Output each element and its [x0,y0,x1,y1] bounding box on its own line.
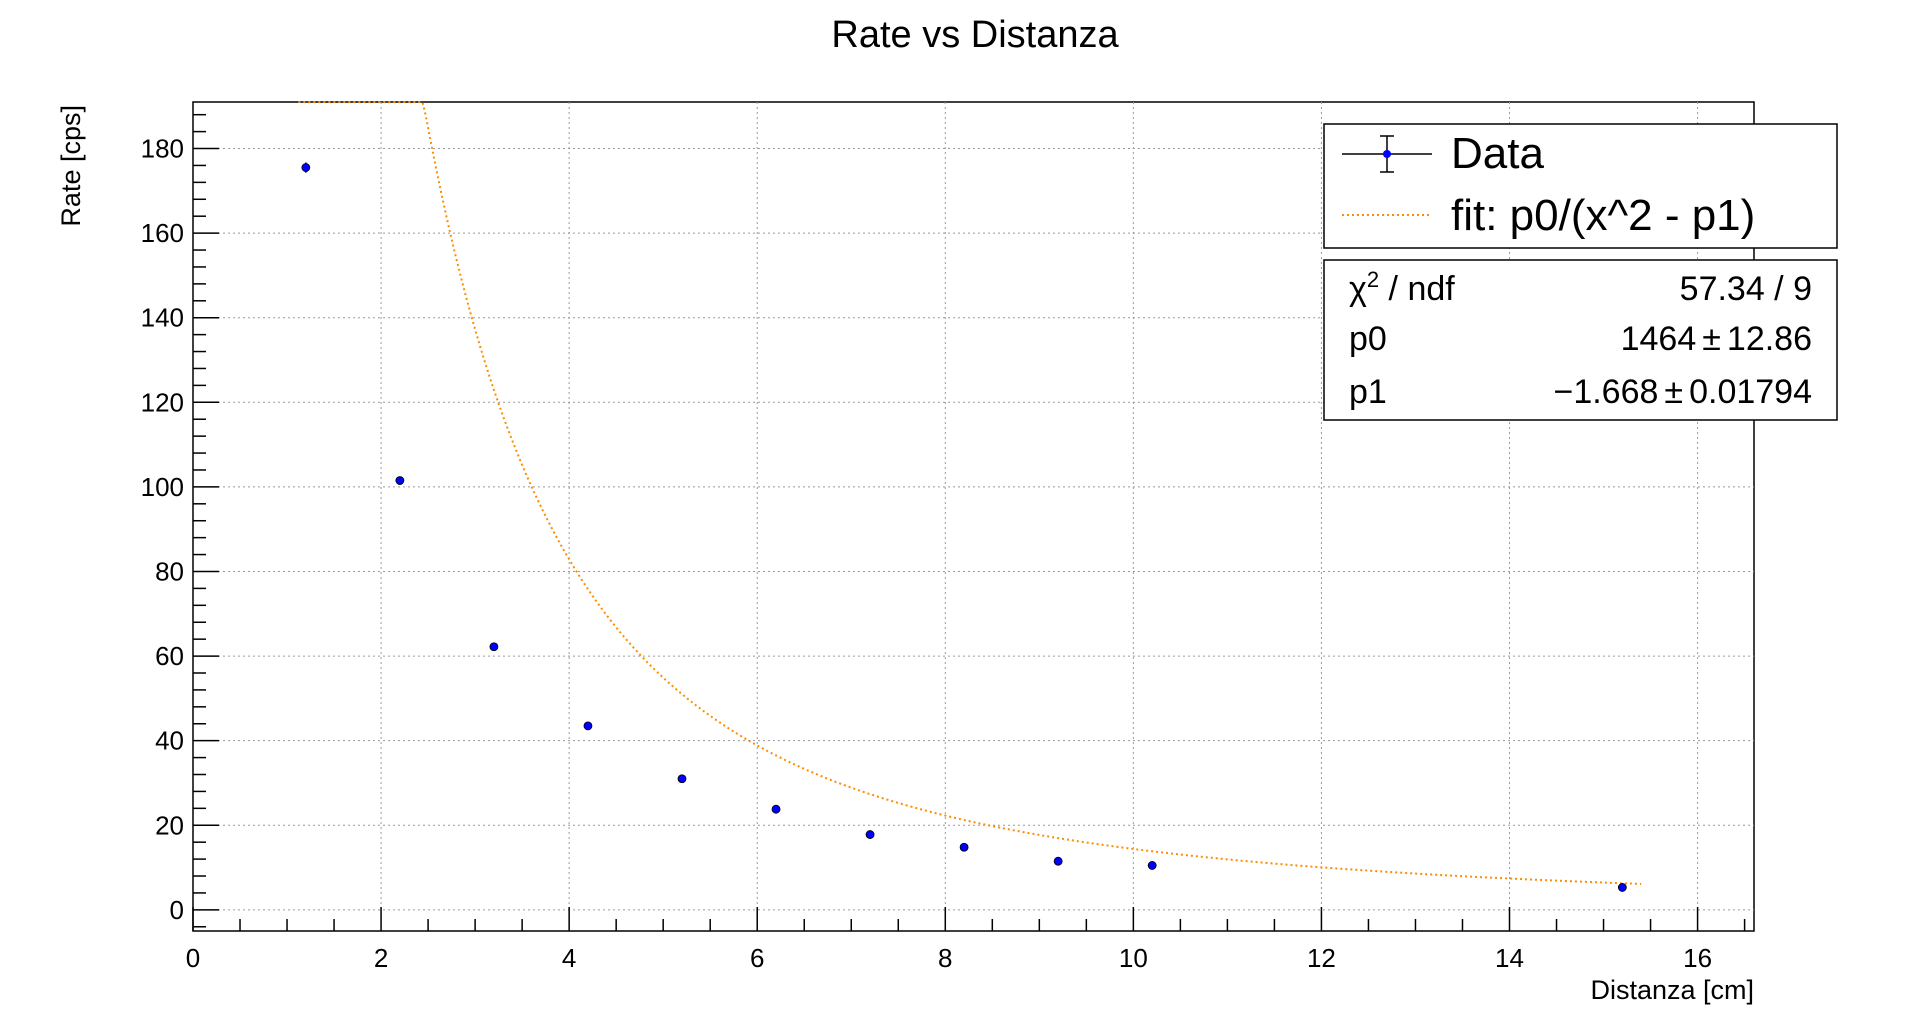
p0-error: 12.86 [1727,320,1812,358]
legend: Data fit: p0/(x^2 - p1) [1323,123,1838,249]
data-point [1617,883,1627,892]
y-tick-label: 40 [155,726,184,756]
data-point [1053,856,1063,866]
data-marker [1053,856,1063,866]
y-tick-label: 140 [141,303,184,333]
chi2-ndf-suffix: / ndf [1379,270,1455,308]
legend-fit-label: fit: p0/(x^2 - p1) [1451,191,1755,240]
data-marker [1147,861,1157,870]
data-marker [301,163,311,172]
fit-curve [298,101,1642,885]
p0-value: 1464 [1621,320,1697,358]
x-tick-label: 8 [938,943,952,973]
y-tick-label: 180 [141,134,184,164]
axis-ticks [192,113,1746,931]
p1-value: −1.668 [1553,373,1658,411]
y-tick-label: 60 [155,641,184,671]
data-marker [771,804,781,814]
x-tick-label: 0 [186,943,200,973]
y-tick-label: 160 [141,218,184,248]
y-tick-label: 100 [141,472,184,502]
data-marker [1617,883,1627,892]
x-tick-label: 12 [1307,943,1336,973]
y-tick-labels: 0 20 40 60 80 100 120 140 160 180 [141,134,184,925]
data-point [959,842,969,852]
stats-p0-label: p0 [1349,320,1387,358]
data-point [1147,861,1157,870]
data-points [301,162,1627,892]
data-marker [395,476,405,485]
x-tick-label: 10 [1119,943,1148,973]
data-point [771,804,781,814]
data-point [583,721,593,731]
data-marker [865,830,875,839]
data-marker [677,774,687,784]
y-tick-label: 20 [155,810,184,840]
legend-data-marker [1342,135,1432,173]
chart-title: Rate vs Distanza [831,14,1119,56]
stats-p1-value: −1.668 ±0.01794 [1553,373,1812,411]
data-marker [489,642,499,652]
p1-pm: ± [1664,373,1683,411]
stats-frame [1323,259,1838,421]
chi-symbol: χ [1349,270,1367,308]
y-axis-title: Rate [cps] [56,105,86,227]
data-point [677,774,687,784]
fit-stats-box: χ2 / ndf 57.34 / 9 p0 1464 ±12.86 p1 −1.6… [1323,259,1838,421]
stats-chi2-label: χ2 / ndf [1349,267,1455,308]
fit-layer [298,101,1642,885]
x-axis-title: Distanza [cm] [1590,975,1754,1005]
x-tick-label: 16 [1683,943,1712,973]
data-point [301,162,311,173]
legend-frame [1323,123,1838,249]
x-tick-labels: 0 2 4 6 8 10 12 14 16 [186,943,1712,973]
data-point [489,642,499,652]
y-tick-label: 0 [170,895,184,925]
stats-p1-label: p1 [1349,373,1387,411]
p0-pm: ± [1702,320,1721,358]
chi-superscript: 2 [1367,267,1379,292]
data-marker [959,842,969,852]
y-tick-label: 80 [155,556,184,586]
stats-chi2-value: 57.34 / 9 [1680,270,1812,308]
y-tick-label: 120 [141,387,184,417]
data-marker [583,721,593,731]
data-point [865,830,875,839]
legend-data-dot [1383,150,1391,158]
x-tick-label: 2 [374,943,388,973]
legend-data-label: Data [1451,129,1544,178]
p1-error: 0.01794 [1689,373,1812,411]
data-point [395,476,405,485]
stats-p0-value: 1464 ±12.86 [1621,320,1812,358]
x-tick-label: 14 [1495,943,1524,973]
plot-frame [192,101,1755,932]
x-tick-label: 6 [750,943,764,973]
x-tick-label: 4 [562,943,576,973]
